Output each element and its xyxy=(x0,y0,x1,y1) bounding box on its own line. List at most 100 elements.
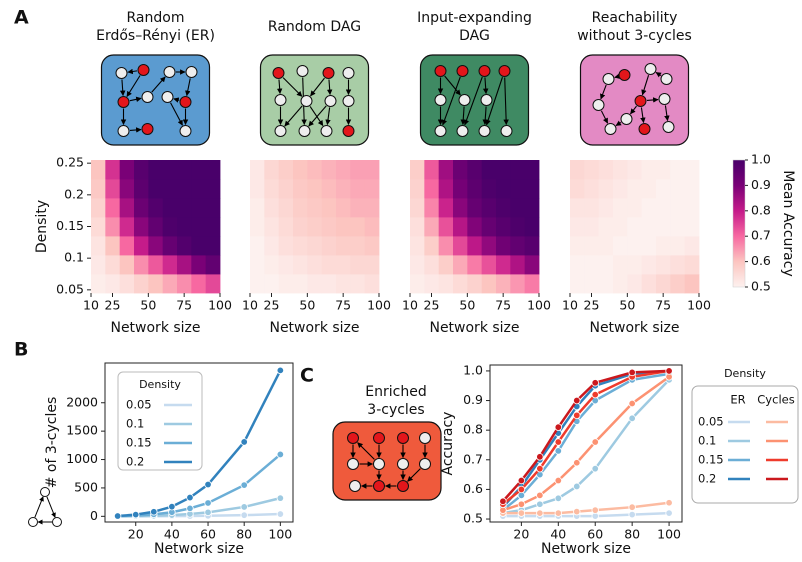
graph-node xyxy=(117,125,130,137)
heatmap-cell xyxy=(134,160,149,180)
heatmap-cell xyxy=(598,179,614,199)
heatmap-cell xyxy=(424,236,440,256)
point xyxy=(150,508,158,516)
y-tick-label: 500 xyxy=(74,479,98,494)
heatmap-cell xyxy=(350,236,366,256)
heatmap-cell xyxy=(321,160,337,180)
graph-node xyxy=(456,125,469,137)
legend-label: 0.1 xyxy=(126,417,144,431)
heatmap-cell xyxy=(641,198,657,218)
heatmap-cell xyxy=(293,274,308,294)
point xyxy=(554,476,563,485)
x-tick-label: 100 xyxy=(657,527,681,542)
heatmap-cell xyxy=(496,179,511,199)
graph-node xyxy=(434,94,447,106)
graph-edge xyxy=(309,106,324,127)
heatmap-cell xyxy=(278,274,294,294)
heatmap-cell xyxy=(410,198,425,218)
graph-edge xyxy=(357,442,375,460)
point xyxy=(113,512,122,520)
chart-title: without 3-cycles xyxy=(577,28,692,44)
point xyxy=(554,438,563,446)
x-tick-label: 60 xyxy=(200,527,216,542)
heatmap-cell xyxy=(510,179,526,199)
legend-label: 0.05 xyxy=(126,398,152,412)
point xyxy=(132,510,140,519)
heatmap-cell xyxy=(293,160,308,180)
heatmap-cell xyxy=(250,236,265,256)
graph-edge xyxy=(127,68,138,75)
point xyxy=(276,450,285,459)
graph-edge xyxy=(441,76,461,126)
heatmap-cell xyxy=(598,217,614,237)
heatmap-cell xyxy=(148,179,164,199)
point xyxy=(204,499,212,507)
graph-node xyxy=(324,95,337,107)
y-axis-label: Density xyxy=(34,200,50,253)
heatmap-cell xyxy=(684,255,700,275)
heatmap-cell xyxy=(524,217,540,237)
heatmap-cell xyxy=(467,198,483,218)
graph-edge xyxy=(129,127,142,133)
heatmap-cell xyxy=(670,236,686,256)
graph-node xyxy=(658,93,671,105)
point xyxy=(536,491,544,500)
heatmap-cell xyxy=(481,255,497,275)
x-tick-label: 10 xyxy=(402,298,418,313)
panel-label: C xyxy=(300,365,314,387)
heatmap-cell xyxy=(510,198,526,218)
heatmap-cell xyxy=(424,198,440,218)
chart-title: DAG xyxy=(459,28,490,44)
graph-icon xyxy=(419,54,530,146)
x-axis-label: Network size xyxy=(110,320,200,336)
heatmap-cell xyxy=(453,179,468,199)
heatmap-cell xyxy=(177,179,192,199)
heatmap-cell xyxy=(191,217,207,237)
heatmap-cell xyxy=(496,217,511,237)
heatmap-cell xyxy=(350,255,366,275)
panel-label: B xyxy=(14,339,28,361)
x-tick-label: 60 xyxy=(587,527,603,542)
graph-node xyxy=(342,67,355,79)
heatmap-cell xyxy=(570,274,585,294)
heatmap-cell xyxy=(496,274,511,294)
y-tick-label: 0.8 xyxy=(463,422,483,437)
point xyxy=(204,508,212,517)
graph-node xyxy=(434,65,447,77)
x-tick-label: 50 xyxy=(299,298,315,313)
x-tick-label: 100 xyxy=(208,298,232,313)
heatmap-cell xyxy=(598,274,614,294)
heatmap-cell xyxy=(105,255,121,275)
point xyxy=(573,459,581,467)
graph-node xyxy=(117,96,130,108)
heatmap-cell xyxy=(364,198,380,218)
heatmap-cell xyxy=(364,255,380,275)
graph-node xyxy=(373,432,385,444)
heatmap-cell xyxy=(684,217,700,237)
heatmap-cell xyxy=(293,255,308,275)
graph-node xyxy=(498,65,511,77)
heatmap-cell xyxy=(584,255,600,275)
heatmap-cell xyxy=(438,236,454,256)
cycle-edge xyxy=(46,496,56,518)
graph-edge xyxy=(326,79,333,96)
heatmap-cell xyxy=(467,160,483,180)
legend-label: 0.1 xyxy=(698,434,716,448)
heatmap-cell xyxy=(119,217,135,237)
heatmap-cell xyxy=(410,236,425,256)
heatmap-cell xyxy=(336,255,351,275)
line xyxy=(502,369,670,506)
heatmap-cell xyxy=(424,160,440,180)
heatmap-cell xyxy=(641,255,657,275)
heatmap-cell xyxy=(177,255,192,275)
heatmap-cell xyxy=(496,236,511,256)
heatmap-cell xyxy=(336,217,351,237)
graph-node xyxy=(161,91,174,103)
heatmap-cell xyxy=(191,198,207,218)
heatmap-cell xyxy=(364,217,380,237)
point xyxy=(168,502,176,511)
heatmap-cell xyxy=(278,198,294,218)
panel-label: A xyxy=(14,7,29,29)
y-axis-label: # of 3-cycles xyxy=(44,397,60,489)
graph-node xyxy=(500,125,513,137)
